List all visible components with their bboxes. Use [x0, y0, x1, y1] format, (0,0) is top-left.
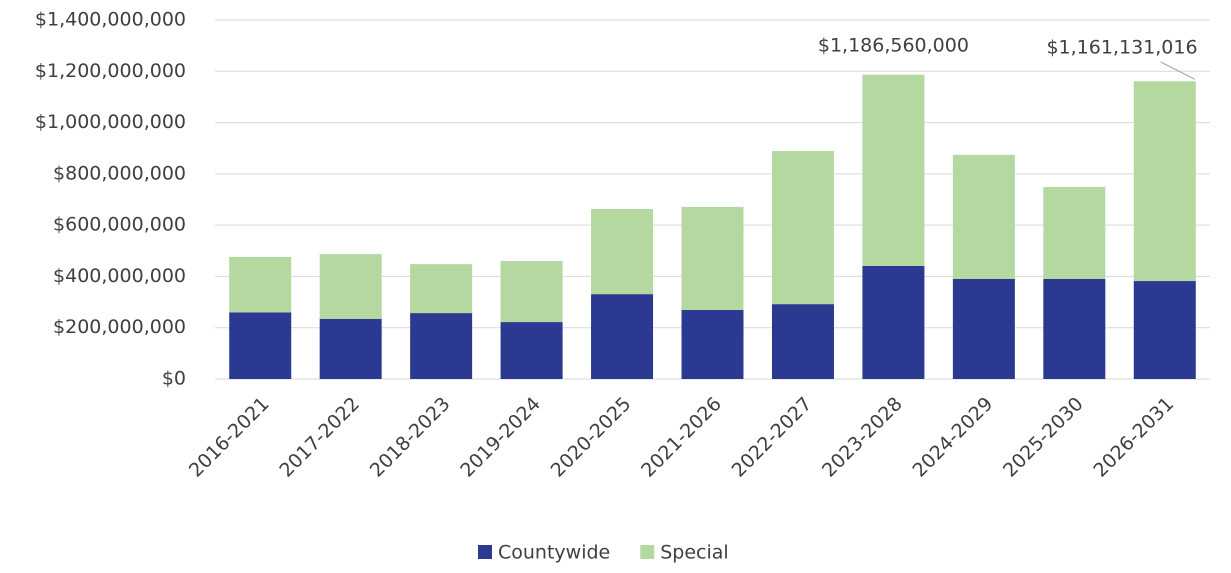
bar-segment [771, 304, 834, 379]
x-tick-label: 2024-2029 [908, 393, 997, 482]
x-tick-label: 2020-2025 [547, 393, 636, 482]
bar-segment [1043, 278, 1106, 379]
y-tick-label: $1,400,000,000 [35, 9, 186, 31]
legend-swatch [478, 545, 492, 559]
y-tick-label: $1,200,000,000 [35, 60, 186, 82]
bar-segment [771, 151, 834, 305]
bar-segment [1133, 81, 1196, 282]
bar-segment [319, 254, 382, 319]
bar-segment [952, 278, 1015, 379]
y-tick-label: $600,000,000 [53, 214, 186, 236]
bar-segment [952, 154, 1015, 279]
bar-segment [229, 312, 292, 379]
data-label: $1,161,131,016 [1046, 37, 1197, 59]
bar-segment [591, 294, 654, 379]
bar-segment [500, 322, 563, 379]
x-tick-label: 2016-2021 [185, 393, 274, 482]
bar-segment [591, 208, 654, 295]
legend-label: Special [660, 542, 728, 564]
y-tick-label: $200,000,000 [53, 316, 186, 338]
y-tick-label: $400,000,000 [53, 265, 186, 287]
data-label: $1,186,560,000 [818, 35, 969, 57]
legend-swatch [640, 545, 655, 559]
y-tick-label: $0 [162, 368, 186, 390]
bar-segment [410, 264, 473, 314]
x-tick-label: 2023-2028 [818, 393, 907, 482]
bar-segment [1133, 281, 1196, 379]
bar-segment [229, 256, 292, 313]
y-tick-label: $1,000,000,000 [35, 111, 186, 133]
x-tick-label: 2026-2031 [1089, 393, 1178, 482]
bar-segment [500, 261, 563, 323]
x-tick-label: 2021-2026 [637, 393, 726, 482]
legend-label: Countywide [498, 542, 610, 564]
x-tick-label: 2019-2024 [456, 393, 545, 482]
y-tick-label: $800,000,000 [53, 162, 186, 184]
leader-line [1160, 61, 1195, 80]
bar-segment [862, 265, 925, 379]
x-tick-label: 2025-2030 [999, 393, 1088, 482]
bar-segment [410, 313, 473, 379]
bar-segment [862, 74, 925, 266]
bar-segment [319, 318, 382, 379]
x-tick-label: 2022-2027 [728, 393, 817, 482]
x-tick-label: 2017-2022 [275, 393, 364, 482]
x-tick-label: 2018-2023 [366, 393, 455, 482]
bar-segment [1043, 186, 1106, 279]
bar-segment [681, 310, 744, 379]
bar-segment [681, 206, 744, 311]
